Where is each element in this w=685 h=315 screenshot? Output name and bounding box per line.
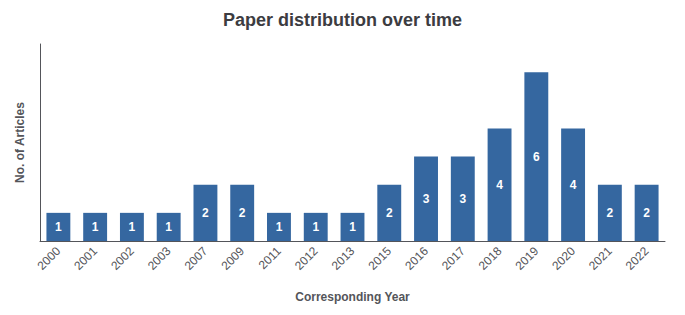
svg-text:2016: 2016 <box>402 244 431 273</box>
svg-text:2000: 2000 <box>35 244 64 273</box>
svg-text:2: 2 <box>607 206 614 220</box>
svg-text:1: 1 <box>129 220 136 234</box>
svg-text:Corresponding Year: Corresponding Year <box>295 290 410 304</box>
svg-text:2013: 2013 <box>329 244 358 273</box>
svg-text:2002: 2002 <box>108 244 137 273</box>
svg-text:1: 1 <box>92 220 99 234</box>
svg-text:2011: 2011 <box>256 244 284 272</box>
svg-text:2021: 2021 <box>586 244 615 273</box>
svg-text:2: 2 <box>386 206 393 220</box>
svg-text:2: 2 <box>643 206 650 220</box>
svg-text:2015: 2015 <box>365 244 394 273</box>
svg-text:4: 4 <box>570 178 577 192</box>
svg-text:2003: 2003 <box>145 244 174 273</box>
svg-text:4: 4 <box>496 178 503 192</box>
svg-text:3: 3 <box>423 192 430 206</box>
svg-text:1: 1 <box>276 220 283 234</box>
svg-text:2022: 2022 <box>623 244 652 273</box>
svg-text:2020: 2020 <box>549 244 578 273</box>
svg-text:3: 3 <box>459 192 466 206</box>
svg-text:1: 1 <box>349 220 356 234</box>
svg-text:1: 1 <box>165 220 172 234</box>
svg-text:2012: 2012 <box>292 244 321 273</box>
svg-text:2018: 2018 <box>476 244 505 273</box>
svg-text:2019: 2019 <box>513 244 542 273</box>
svg-text:1: 1 <box>312 220 319 234</box>
svg-text:2007: 2007 <box>182 244 211 273</box>
svg-text:2009: 2009 <box>218 244 247 273</box>
svg-text:No. of Articles: No. of Articles <box>13 102 27 183</box>
svg-text:2: 2 <box>202 206 209 220</box>
svg-text:Paper distribution over time: Paper distribution over time <box>223 10 462 30</box>
svg-text:1: 1 <box>55 220 62 234</box>
svg-text:2: 2 <box>239 206 246 220</box>
svg-text:6: 6 <box>533 150 540 164</box>
svg-text:2001: 2001 <box>71 244 100 273</box>
svg-text:2017: 2017 <box>439 244 468 273</box>
